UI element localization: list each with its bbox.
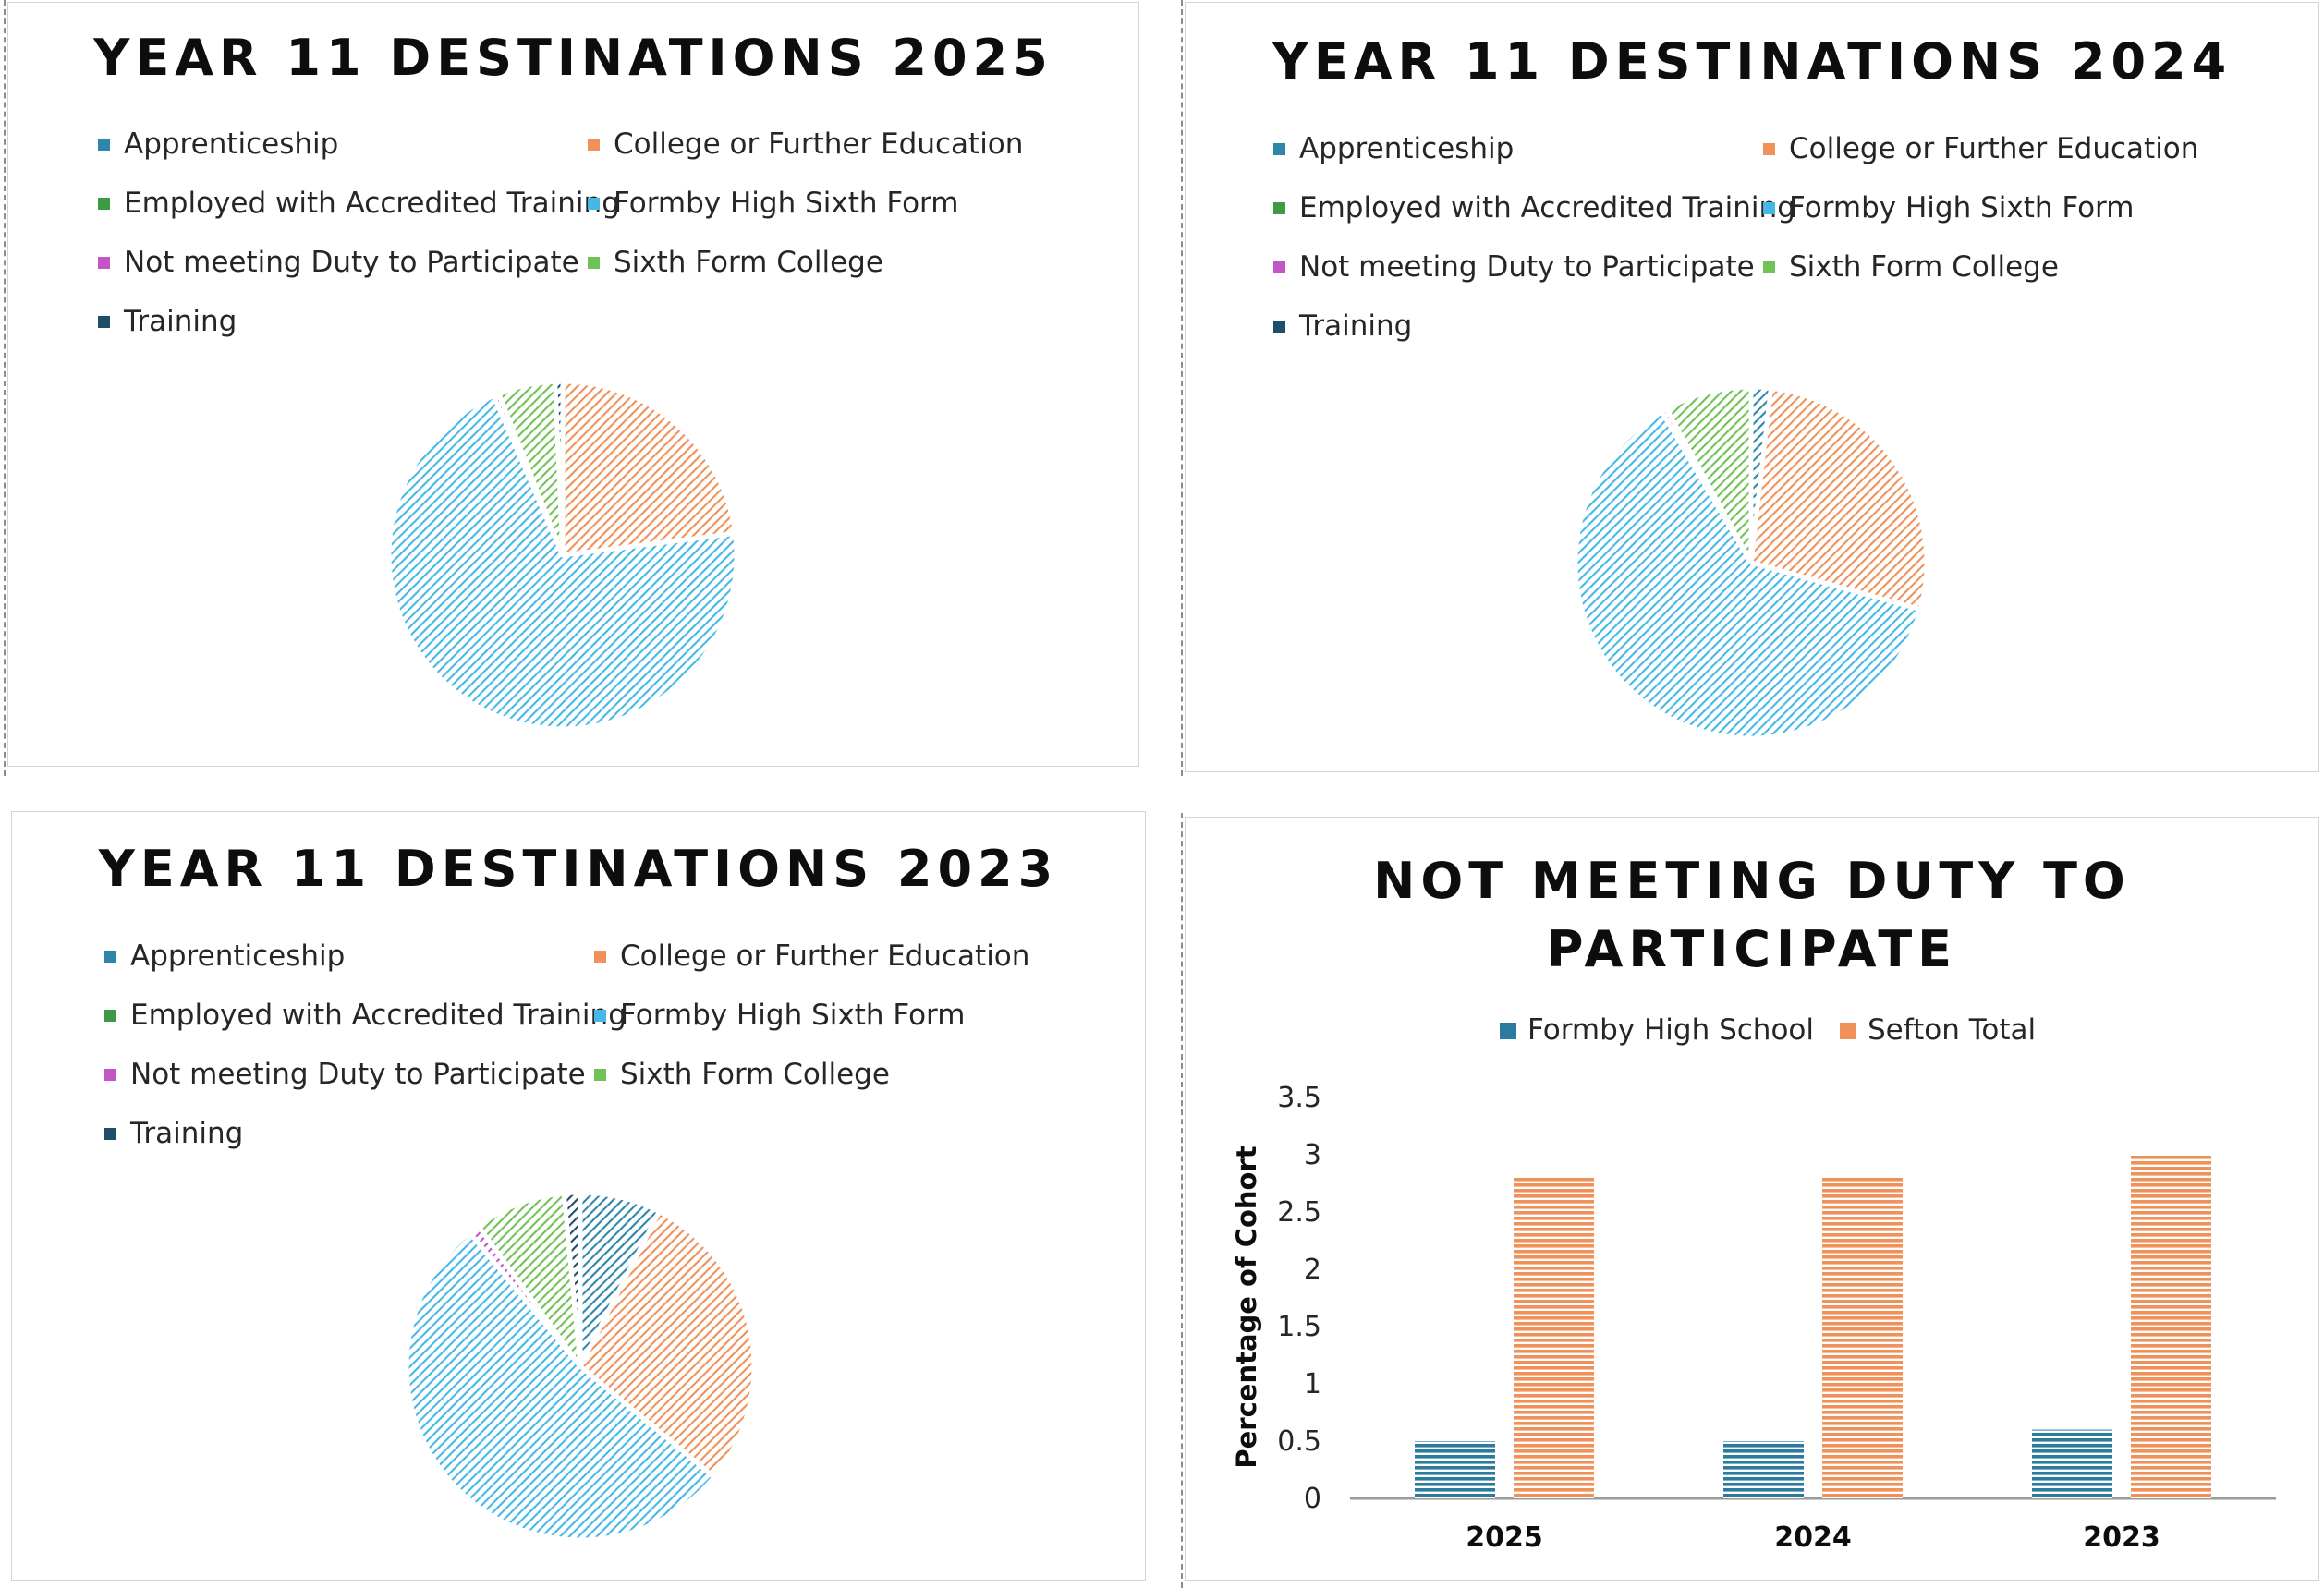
y-tick-label: 3 [1304,1139,1321,1171]
bar-formby-high-school-2024 [1723,1441,1804,1498]
legend-label: Training [1299,309,1413,343]
legend-label: Sixth Form College [1789,250,2059,284]
chart-title: NOT MEETING DUTY TO PARTICIPATE [1373,852,2131,978]
legend-label: Employed with Accredited Training [130,999,627,1032]
y-tick-label: 3.5 [1277,1082,1321,1114]
legend-swatch [1273,202,1285,214]
legend-swatch [104,1069,116,1081]
legend-label: Not meeting Duty to Participate [130,1058,586,1091]
y-tick-label: 0 [1304,1483,1321,1515]
legend-swatch [1500,1023,1516,1039]
chart-title: YEAR 11 DESTINATIONS 2025 [93,29,1053,87]
legend-label: Training [130,1117,244,1150]
bar-sefton-total-2024 [1822,1177,1903,1498]
legend-label: College or Further Education [614,127,1024,161]
page-dashed-guide-left [4,0,6,776]
legend-swatch [588,257,600,269]
legend-label: Formby High Sixth Form [614,187,959,220]
legend-label: Apprenticeship [130,939,346,973]
pie-slice-training [561,1190,583,1369]
chart-title: YEAR 11 DESTINATIONS 2024 [1272,32,2233,91]
legend-swatch [104,1128,116,1140]
legend-label: Sixth Form College [614,246,883,279]
legend-swatch [1273,261,1285,273]
legend-swatch [1763,143,1775,155]
legend-label: Employed with Accredited Training [1299,191,1795,224]
legend-label: College or Further Education [1789,132,2199,165]
legend-swatch [98,198,110,210]
pie-chart-2024 [1573,384,1929,741]
pie-slice-formby-sixth [1573,408,1923,741]
legend-label: College or Further Education [620,939,1030,973]
legend-swatch [594,951,606,963]
y-axis-label: Percentage of Cohort [1231,1146,1262,1468]
legend-swatch [1273,143,1285,155]
legend-swatch [1763,202,1775,214]
legend-swatch [104,951,116,963]
legend-swatch [1840,1023,1856,1039]
legend-swatch [594,1010,606,1022]
y-tick-label: 0.5 [1277,1425,1321,1458]
legend-swatch [98,257,110,269]
legend-label: Formby High Sixth Form [620,999,966,1032]
legend-swatch [1273,321,1285,333]
legend-label: Not meeting Duty to Participate [1299,250,1755,284]
legend-swatch [588,198,600,210]
legend-label: Formby High Sixth Form [1789,191,2135,224]
chart-panel-not-meeting-duty[interactable]: NOT MEETING DUTY TO PARTICIPATE Formby H… [1185,817,2319,1581]
bar-chart-not-meeting-duty: 0 0.5 1 1.5 2 2.5 3 3.5 Percentage of Cohort 2025… [1231,1082,2276,1554]
y-tick-label: 1 [1304,1368,1321,1400]
legend-label: Training [124,305,237,338]
x-tick-label: 2023 [2083,1521,2160,1554]
legend-swatch [104,1010,116,1022]
bar-formby-high-school-2025 [1415,1441,1495,1498]
pie-slice-training [553,379,566,558]
chart-panel-2025[interactable]: YEAR 11 DESTINATIONS 2025 Apprenticeship… [7,2,1139,767]
chart-panel-2023[interactable]: YEAR 11 DESTINATIONS 2023 Apprenticeship… [11,811,1146,1581]
chart-title: YEAR 11 DESTINATIONS 2023 [98,840,1059,898]
legend-label: Sefton Total [1868,1013,2037,1047]
legend-label: Formby High School [1527,1013,1814,1047]
pie-slice-sixth-form-college [1663,384,1754,565]
legend-label: Not meeting Duty to Participate [124,246,579,279]
legend-label: Sixth Form College [620,1058,890,1091]
legend-label: Apprenticeship [1299,132,1515,165]
page-dashed-guide-middle-top [1181,0,1183,776]
y-tick-label: 2.5 [1277,1196,1321,1229]
page-dashed-guide-middle-bottom [1181,813,1183,1588]
legend-swatch [594,1069,606,1081]
y-tick-label: 1.5 [1277,1311,1321,1343]
pie-slice-formby-sixth [386,393,739,732]
bar-formby-high-school-2023 [2032,1429,2112,1498]
legend-label: Employed with Accredited Training [124,187,620,220]
legend-swatch [1763,261,1775,273]
pie-slice-college [578,1208,757,1480]
bar-sefton-total-2023 [2131,1155,2211,1498]
chart-panel-2024[interactable]: YEAR 11 DESTINATIONS 2024 Apprenticeship… [1185,2,2319,772]
x-tick-label: 2024 [1774,1521,1852,1554]
legend-swatch [98,316,110,328]
legend-swatch [98,139,110,151]
pie-slice-college [1748,385,1929,612]
pie-slice-college [560,379,738,558]
y-tick-label: 2 [1304,1254,1321,1286]
pie-slice-formby-sixth [404,1230,717,1543]
pie-chart-2023 [404,1190,757,1543]
legend-swatch [588,139,600,151]
x-tick-label: 2025 [1466,1521,1543,1554]
legend-label: Apprenticeship [124,127,339,161]
pie-chart-2025 [386,379,739,732]
bar-sefton-total-2025 [1514,1177,1594,1498]
